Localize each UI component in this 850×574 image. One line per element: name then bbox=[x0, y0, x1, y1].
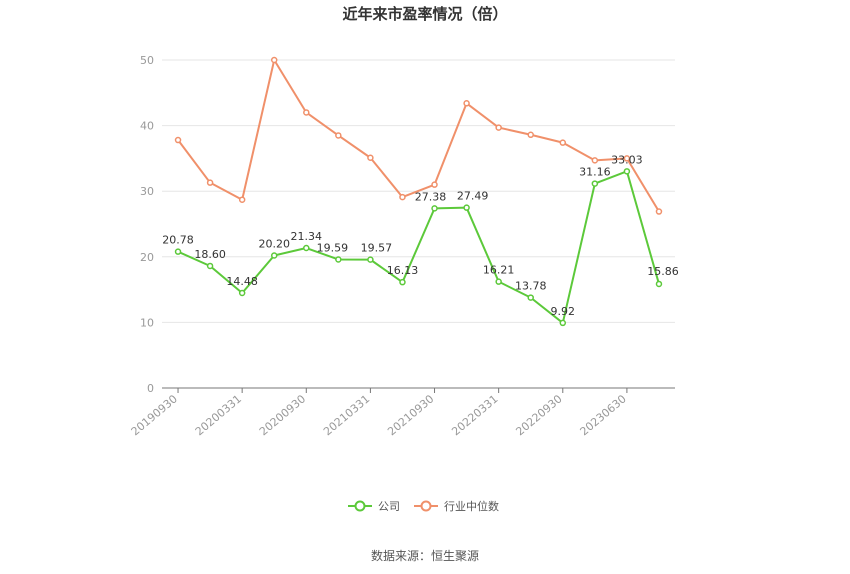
data-source: 数据来源：恒生聚源 bbox=[371, 548, 479, 563]
series-company bbox=[174, 168, 663, 327]
data-point bbox=[335, 256, 342, 263]
data-point bbox=[399, 193, 406, 201]
x-tick-label: 20220930 bbox=[513, 392, 564, 438]
data-point bbox=[623, 168, 631, 175]
x-tick-label: 20200930 bbox=[257, 392, 308, 438]
x-tick-label: 20230630 bbox=[578, 392, 629, 438]
y-tick-label: 10 bbox=[140, 316, 154, 329]
data-point bbox=[174, 248, 182, 255]
data-label: 19.57 bbox=[361, 242, 393, 255]
x-tick-label: 20190930 bbox=[129, 392, 180, 438]
data-label: 21.34 bbox=[291, 230, 323, 243]
legend-label: 公司 bbox=[378, 500, 400, 513]
data-point bbox=[655, 208, 663, 215]
data-point bbox=[463, 100, 470, 107]
data-point bbox=[623, 155, 631, 162]
legend-marker-icon bbox=[354, 500, 366, 512]
legend-item-industry-median[interactable]: 行业中位数 bbox=[414, 499, 499, 513]
data-point bbox=[174, 136, 182, 144]
data-label: 33.03 bbox=[611, 153, 643, 166]
legend-marker-icon bbox=[420, 500, 432, 512]
y-tick-label: 0 bbox=[147, 382, 154, 395]
data-label: 18.60 bbox=[194, 248, 226, 261]
data-label: 14.48 bbox=[226, 275, 258, 288]
series-line bbox=[177, 170, 660, 324]
data-point bbox=[495, 124, 502, 131]
data-point bbox=[270, 56, 278, 64]
data-label: 19.59 bbox=[317, 241, 349, 254]
series-line bbox=[177, 59, 660, 213]
data-point bbox=[527, 131, 534, 139]
data-label: 15.86 bbox=[647, 265, 679, 278]
legend[interactable]: 公司 行业中位数 bbox=[348, 499, 499, 513]
chart-title: 近年来市盈率情况（倍） bbox=[342, 5, 507, 23]
data-label: 9.92 bbox=[551, 305, 576, 318]
x-tick-label: 20220331 bbox=[449, 392, 500, 438]
x-tick-label: 20210331 bbox=[321, 392, 372, 438]
data-point bbox=[591, 157, 599, 164]
legend-item-company[interactable]: 公司 bbox=[348, 500, 400, 513]
data-point bbox=[431, 205, 438, 212]
data-point bbox=[463, 204, 470, 211]
legend-label: 行业中位数 bbox=[444, 499, 499, 513]
y-tick-label: 30 bbox=[140, 185, 154, 198]
data-point bbox=[367, 154, 374, 161]
x-axis: 20190930 20200331 20200930 20210331 20210930… bbox=[129, 387, 675, 438]
y-tick-label: 50 bbox=[140, 54, 154, 67]
x-tick-label: 20210930 bbox=[385, 392, 436, 438]
data-point bbox=[527, 294, 534, 301]
data-label: 27.49 bbox=[457, 190, 489, 203]
data-point bbox=[270, 252, 278, 259]
data-point bbox=[238, 289, 246, 297]
data-point bbox=[559, 319, 567, 327]
data-label: 20.20 bbox=[258, 237, 290, 250]
data-point bbox=[206, 262, 214, 270]
data-label: 20.78 bbox=[162, 234, 194, 247]
data-label: 31.16 bbox=[579, 166, 611, 179]
data-point bbox=[559, 139, 567, 146]
data-point bbox=[591, 180, 599, 187]
data-point bbox=[303, 244, 310, 252]
y-tick-label: 40 bbox=[140, 120, 154, 133]
data-point bbox=[399, 278, 406, 286]
data-point bbox=[655, 280, 663, 288]
x-tick-label: 20200331 bbox=[193, 392, 244, 438]
data-point bbox=[238, 196, 246, 203]
data-label: 13.78 bbox=[515, 280, 547, 293]
data-label: 16.13 bbox=[387, 264, 419, 277]
data-point bbox=[367, 256, 374, 263]
data-point bbox=[495, 278, 502, 285]
data-point bbox=[206, 179, 214, 186]
series-industry-median bbox=[174, 56, 663, 215]
y-axis: 0 10 20 30 40 50 bbox=[140, 54, 154, 395]
data-point bbox=[303, 109, 310, 116]
data-point bbox=[431, 181, 438, 188]
y-tick-label: 20 bbox=[140, 251, 154, 264]
data-point bbox=[335, 132, 342, 139]
data-label: 27.38 bbox=[415, 190, 447, 203]
data-label: 16.21 bbox=[483, 264, 515, 277]
